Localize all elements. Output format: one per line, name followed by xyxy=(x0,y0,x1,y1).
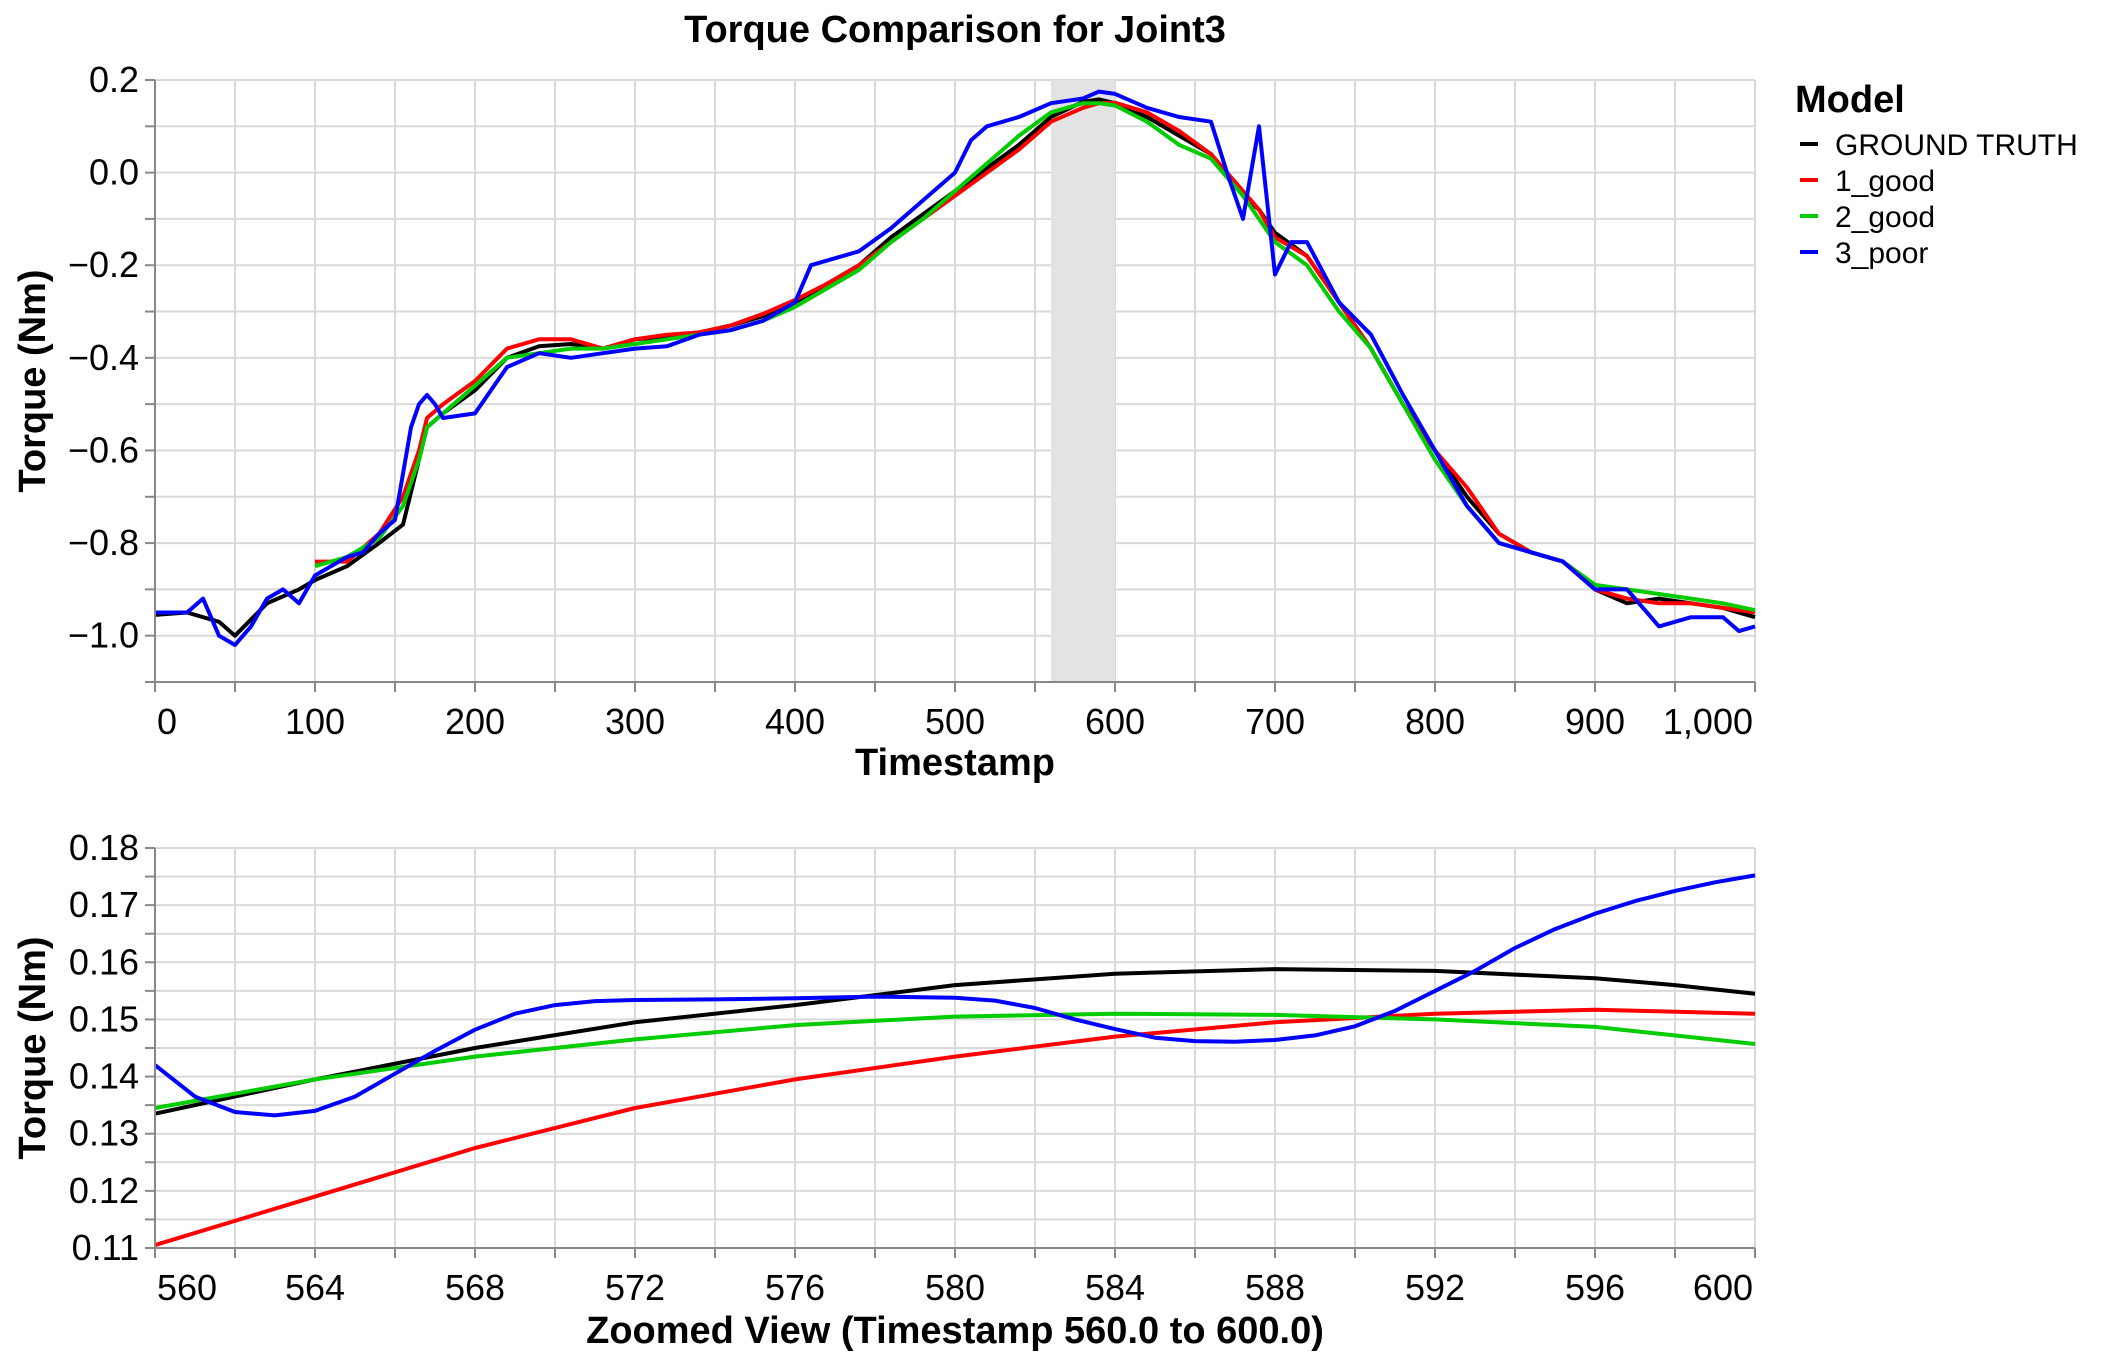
y-tick-label: 0.2 xyxy=(89,59,139,100)
x-tick-label: 564 xyxy=(285,1267,345,1308)
x-tick-label: 700 xyxy=(1245,701,1305,742)
x-tick-label: 600 xyxy=(1085,701,1145,742)
y-tick-label: 0.15 xyxy=(69,998,139,1039)
series-line-1_good xyxy=(315,100,1756,615)
y-tick-label: −0.2 xyxy=(68,244,139,285)
x-tick-label: 0 xyxy=(157,701,177,742)
y-tick-label: 0.17 xyxy=(69,884,139,925)
x-tick-label: 200 xyxy=(445,701,505,742)
y-tick-label: −1.0 xyxy=(68,615,139,656)
zoomed-plot: 560 564 568 572 576 580 584 588 592 596 600 0.11 0.1… xyxy=(12,827,1756,1352)
y-tick-label: 0.11 xyxy=(72,1227,139,1268)
series-line-3_poor xyxy=(155,89,1756,647)
x-tick-label: 600 xyxy=(1693,1267,1753,1308)
y-tick-label: −0.8 xyxy=(68,522,139,563)
legend-title: Model xyxy=(1795,79,1905,121)
y-tick-label: 0.12 xyxy=(69,1170,139,1211)
x-tick-label: 800 xyxy=(1405,701,1465,742)
y-tick-label: 0.13 xyxy=(69,1113,139,1154)
x-axis-title: Timestamp xyxy=(855,742,1055,784)
x-tick-label: 588 xyxy=(1245,1267,1305,1308)
legend-label: 1_good xyxy=(1835,165,1935,198)
x-tick-label: 584 xyxy=(1085,1267,1145,1308)
series-line-1_good xyxy=(154,1007,1756,1248)
x-tick-label: 400 xyxy=(765,701,825,742)
y-axis-title: Torque (Nm) xyxy=(12,269,54,492)
x-tick-label: 300 xyxy=(605,701,665,742)
y-tick-label: 0.0 xyxy=(89,152,139,193)
x-axis-title: Zoomed View (Timestamp 560.0 to 600.0) xyxy=(586,1310,1324,1352)
legend-label: GROUND TRUTH xyxy=(1835,129,2078,162)
x-tick-label: 560 xyxy=(157,1267,217,1308)
series-line-2_good xyxy=(154,1011,1756,1110)
chart-title: Torque Comparison for Joint3 xyxy=(684,9,1226,51)
series-line-ground-truth xyxy=(154,967,1756,1116)
x-tick-label: 100 xyxy=(285,701,345,742)
y-tick-label: 0.16 xyxy=(69,941,139,982)
y-tick-label: 0.18 xyxy=(69,827,139,868)
x-tick-label: 592 xyxy=(1405,1267,1465,1308)
x-tick-label: 500 xyxy=(925,701,985,742)
x-tick-label: 580 xyxy=(925,1267,985,1308)
x-tick-label: 900 xyxy=(1565,701,1625,742)
y-axis-title: Torque (Nm) xyxy=(12,936,54,1159)
series-line-3_poor xyxy=(153,873,1756,1118)
x-tick-label: 1,000 xyxy=(1663,701,1753,742)
legend-label: 3_poor xyxy=(1835,237,1928,270)
x-tick-label: 572 xyxy=(605,1267,665,1308)
y-tick-label: −0.4 xyxy=(68,337,139,378)
y-tick-label: −0.6 xyxy=(68,429,139,470)
x-tick-label: 576 xyxy=(765,1267,825,1308)
legend-label: 2_good xyxy=(1835,201,1935,234)
x-tick-label: 596 xyxy=(1565,1267,1625,1308)
y-tick-label: 0.14 xyxy=(69,1056,139,1097)
main-plot: 0 100 200 300 400 500 600 700 800 900 1,000 −1.0 −0.… xyxy=(12,59,1756,784)
x-tick-label: 568 xyxy=(445,1267,505,1308)
zoom-highlight-band xyxy=(1051,80,1115,682)
